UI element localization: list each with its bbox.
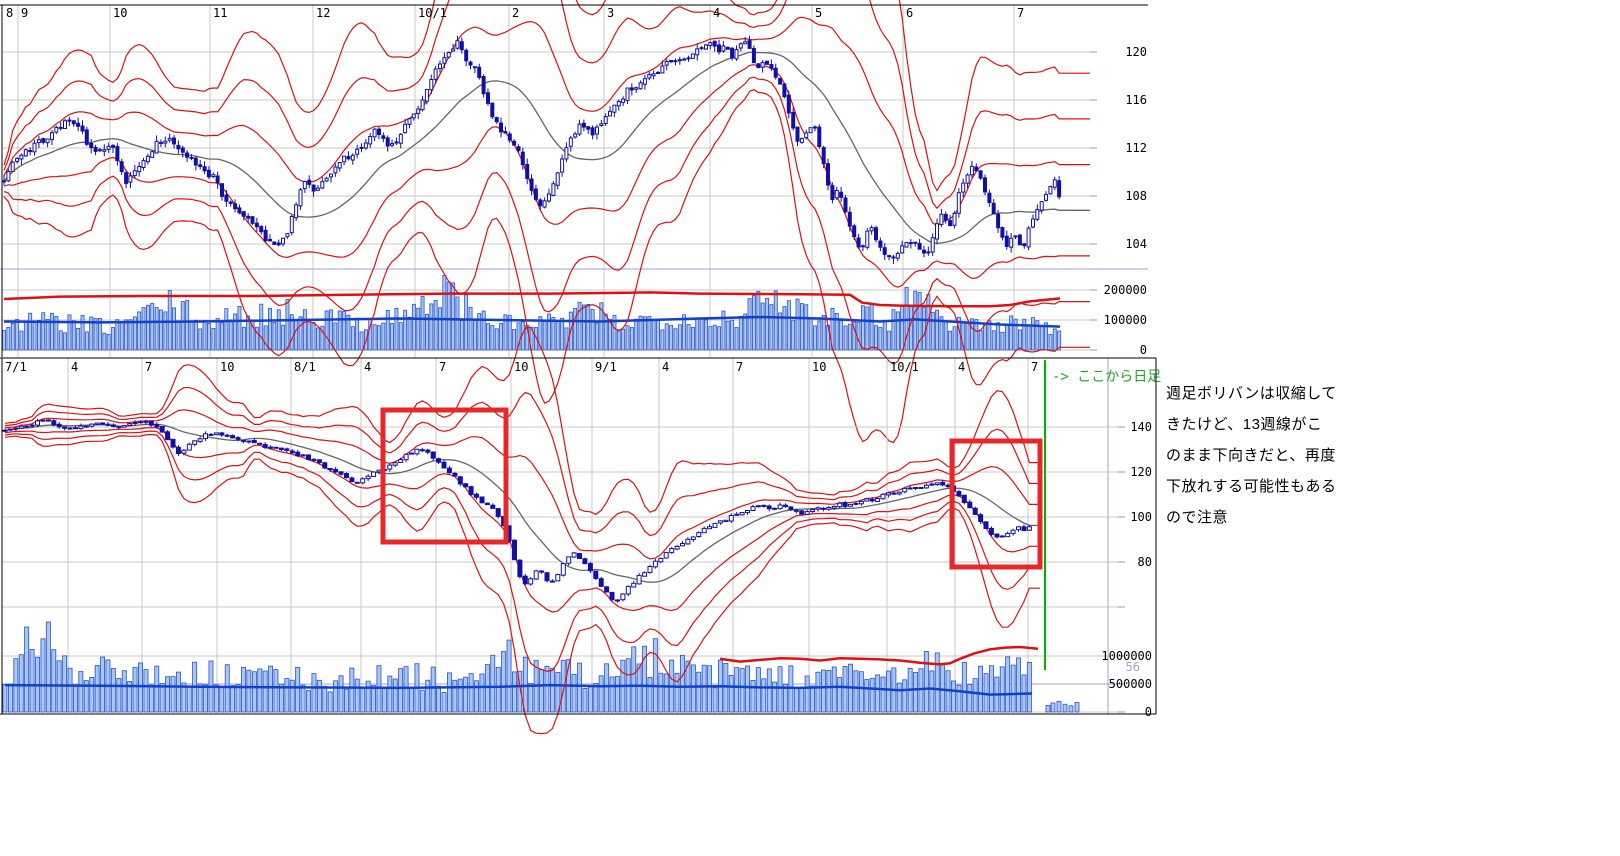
svg-text:112: 112 <box>1125 141 1147 155</box>
svg-text:10: 10 <box>514 360 528 374</box>
svg-text:10: 10 <box>812 360 826 374</box>
svg-text:200000: 200000 <box>1104 283 1147 297</box>
svg-text:500000: 500000 <box>1109 677 1152 691</box>
svg-text:9/1: 9/1 <box>595 360 617 374</box>
weekly-chart: -> ここから日足 7/1 4 7 10 8/1 4 7 10 9/1 4 7 10 10/1 4 7 140 1… <box>0 326 1161 735</box>
weekly-bollinger-bands <box>4 326 1040 735</box>
weekly-volume-bars <box>2 621 1080 713</box>
svg-text:116: 116 <box>1125 93 1147 107</box>
daily-center-ma-line <box>3 51 1090 245</box>
daily-frame <box>0 4 1148 357</box>
note-line-3: のまま下向きだと、再度 <box>1166 447 1336 464</box>
svg-text:4: 4 <box>662 360 669 374</box>
svg-text:9: 9 <box>21 6 28 20</box>
svg-text:3: 3 <box>607 6 614 20</box>
svg-text:10/1: 10/1 <box>418 6 447 20</box>
weekly-indicator-line <box>719 645 1039 666</box>
svg-text:0: 0 <box>1145 705 1152 719</box>
note-line-4: 下放れする可能性もある <box>1166 478 1337 495</box>
daily-indicator-line <box>3 291 1061 308</box>
svg-text:10/1: 10/1 <box>890 360 919 374</box>
svg-text:11: 11 <box>213 6 227 20</box>
svg-text:10: 10 <box>220 360 234 374</box>
svg-text:6: 6 <box>906 6 913 20</box>
weekly-volume-ma-line <box>4 683 1033 696</box>
svg-text:4: 4 <box>958 360 965 374</box>
indicator-value-label: 56 <box>1126 660 1140 674</box>
daily-start-marker-label: -> ここから日足 <box>1052 369 1161 385</box>
svg-text:7: 7 <box>1017 6 1024 20</box>
svg-text:120: 120 <box>1125 45 1147 59</box>
note-line-2: きたけど、13週線がこ <box>1166 416 1323 433</box>
svg-text:5: 5 <box>815 6 822 20</box>
weekly-center-ma-line <box>4 423 1040 583</box>
svg-text:4: 4 <box>713 6 720 20</box>
daily-volume-bars <box>2 275 1062 351</box>
daily-volume-ma-line <box>3 315 1061 328</box>
daily-bollinger-bands <box>3 0 1090 444</box>
svg-text:12: 12 <box>316 6 330 20</box>
weekly-candlesticks <box>2 418 1032 603</box>
svg-text:2: 2 <box>512 6 519 20</box>
svg-text:1000000: 1000000 <box>1101 649 1152 663</box>
svg-text:10: 10 <box>113 6 127 20</box>
analysis-note: 週足ボリバンは収縮して きたけど、13週線がこ のまま下向きだと、再度 下放れす… <box>1166 378 1406 533</box>
daily-chart: 8 9 10 11 12 10/1 2 3 4 5 6 71201161121081042000001… <box>0 0 1148 444</box>
svg-text:108: 108 <box>1125 189 1147 203</box>
svg-text:8/1: 8/1 <box>294 360 316 374</box>
svg-text:4: 4 <box>71 360 78 374</box>
svg-text:104: 104 <box>1125 237 1147 251</box>
svg-text:0: 0 <box>1140 343 1147 357</box>
svg-text:7: 7 <box>439 360 446 374</box>
svg-text:7/1: 7/1 <box>5 360 27 374</box>
svg-text:120: 120 <box>1130 465 1152 479</box>
svg-text:7: 7 <box>145 360 152 374</box>
note-line-1: 週足ボリバンは収縮して <box>1166 385 1337 402</box>
svg-text:8: 8 <box>6 6 13 20</box>
weekly-frame <box>0 357 1157 715</box>
note-line-5: ので注意 <box>1166 509 1229 526</box>
highlight-box-1 <box>380 407 509 545</box>
weekly-axis-labels: 7/1 4 7 10 8/1 4 7 10 9/1 4 7 10 10/1 4 7 140 120 100 80 10… <box>5 360 1152 719</box>
svg-text:7: 7 <box>736 360 743 374</box>
svg-text:7: 7 <box>1031 360 1038 374</box>
svg-text:100: 100 <box>1130 510 1152 524</box>
svg-text:100000: 100000 <box>1104 313 1147 327</box>
highlight-box-2 <box>949 438 1043 570</box>
daily-axis-labels: 8 9 10 11 12 10/1 2 3 4 5 6 7 120 116 112 108 104 200000 1… <box>6 6 1147 357</box>
svg-text:140: 140 <box>1130 420 1152 434</box>
daily-candlesticks <box>2 35 1062 264</box>
svg-text:4: 4 <box>364 360 371 374</box>
svg-text:80: 80 <box>1138 555 1152 569</box>
